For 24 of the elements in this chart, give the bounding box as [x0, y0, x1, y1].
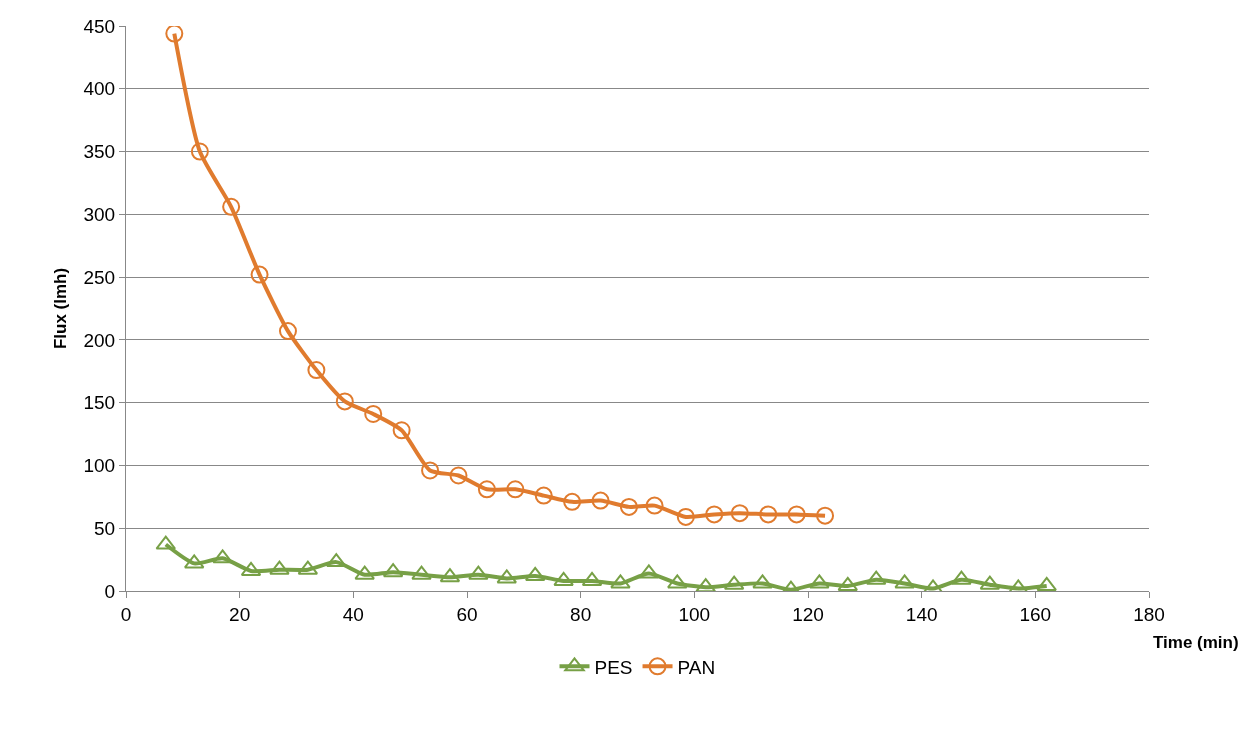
legend-label: PES: [594, 656, 633, 678]
legend-label: PAN: [677, 656, 716, 678]
y-tick-label: 450: [83, 15, 116, 37]
y-tick-label: 50: [94, 517, 116, 539]
y-tick-label: 0: [104, 580, 116, 602]
x-tick-label: 20: [229, 603, 251, 625]
x-tick-label: 100: [678, 603, 711, 625]
y-tick-label: 200: [83, 329, 116, 351]
x-tick-label: 160: [1019, 603, 1052, 625]
x-tick-label: 80: [570, 603, 592, 625]
y-tick-label: 100: [83, 455, 116, 477]
y-tick-label: 250: [83, 266, 116, 288]
y-tick-label: 300: [83, 203, 116, 225]
x-tick-label: 140: [905, 603, 938, 625]
x-tick-label: 120: [792, 603, 824, 625]
y-tick-label: 150: [83, 392, 116, 414]
y-tick-label: 350: [83, 141, 116, 163]
x-tick-label: 180: [1133, 603, 1165, 625]
x-tick-label: 0: [120, 603, 132, 625]
x-axis-title: Time (min): [1153, 633, 1239, 652]
x-tick-label: 40: [342, 603, 364, 625]
y-tick-label: 400: [83, 78, 116, 100]
y-axis-title: Flux (lmh): [51, 267, 71, 350]
x-tick-label: 60: [456, 603, 478, 625]
